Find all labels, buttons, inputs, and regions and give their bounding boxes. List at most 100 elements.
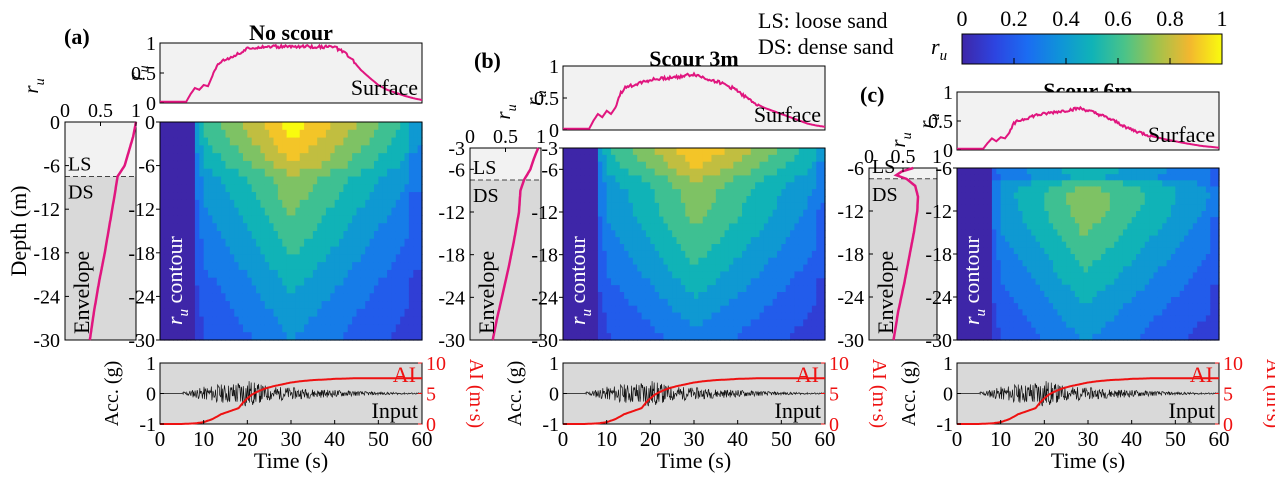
ru-contour-cell: [737, 285, 743, 293]
ru-contour-cell: [965, 321, 971, 329]
ru-contour-cell: [1114, 333, 1120, 341]
ru-contour-cell: [571, 230, 577, 238]
acc-tick-label: 1: [549, 353, 559, 375]
ru-contour-cell: [811, 237, 817, 245]
ru-contour-cell: [203, 215, 209, 224]
ru-contour-cell: [321, 192, 327, 201]
ru-contour-cell: [1131, 174, 1137, 181]
ru-contour-cell: [970, 223, 976, 231]
ru-contour-cell: [291, 145, 296, 154]
ru-contour-cell: [1031, 284, 1037, 292]
ru-contour-cell: [676, 326, 682, 334]
ru-contour-cell: [1013, 297, 1019, 304]
ru-contour-cell: [624, 319, 630, 327]
ru-contour-cell: [606, 285, 612, 293]
ru-contour-cell: [325, 145, 331, 154]
ru-contour-cell: [1162, 241, 1168, 249]
ru-contour-cell: [654, 264, 660, 273]
ru-contour-cell: [1000, 321, 1006, 329]
ru-contour-cell: [974, 168, 980, 175]
ru-contour-cell: [1083, 315, 1089, 323]
ru-contour-cell: [707, 264, 713, 273]
ru-contour-cell: [711, 182, 717, 190]
ru-contour-cell: [356, 129, 362, 139]
ru-contour-cell: [190, 153, 196, 162]
ru-contour-cell: [1035, 284, 1041, 292]
ru-contour-cell: [225, 308, 231, 318]
ru-contour-cell: [624, 216, 630, 225]
ru-contour-cell: [203, 168, 209, 178]
ru-contour-cell: [347, 238, 353, 248]
ru-contour-cell: [974, 272, 980, 280]
ru-contour-cell: [343, 308, 349, 318]
ru-contour-cell: [974, 204, 980, 212]
ru-contour-cell: [1114, 235, 1120, 243]
ru-contour-cell: [221, 223, 227, 232]
ru-contour-cell: [256, 293, 262, 302]
ru-contour-cell: [965, 229, 971, 237]
ru-contour-cell: [1066, 272, 1072, 280]
ru-contour-cell: [702, 216, 708, 225]
ru-contour-cell: [417, 192, 423, 201]
ru-contour-cell: [728, 154, 734, 163]
acc-tick-label: -1: [139, 414, 156, 436]
ru-contour-cell: [1013, 303, 1019, 310]
ru-contour-cell: [1170, 297, 1176, 304]
ru-contour-cell: [260, 308, 266, 318]
ru-contour-cell: [698, 148, 704, 156]
ru-contour-cell: [242, 215, 248, 224]
ru-contour-cell: [1026, 198, 1032, 206]
ru-contour-cell: [352, 316, 358, 326]
ru-contour-cell: [667, 278, 673, 286]
ru-contour-cell: [1066, 204, 1072, 212]
ru-contour-cell: [234, 293, 240, 302]
ru-contour-cell: [164, 254, 170, 263]
ru-contour-cell: [1031, 278, 1037, 286]
ru-contour-cell: [177, 176, 183, 185]
ru-contour-cell: [339, 184, 344, 193]
ru-contour-cell: [645, 230, 651, 238]
ru-contour-cell: [173, 324, 179, 333]
ru-contour-cell: [194, 168, 200, 178]
ru-contour-cell: [369, 301, 375, 310]
ru-contour-cell: [1018, 235, 1024, 243]
ru-contour-cell: [1083, 180, 1089, 188]
ru-contour-cell: [277, 324, 283, 333]
ru-contour-cell: [702, 196, 708, 204]
ru-contour-cell: [983, 168, 989, 175]
ru-contour-cell: [772, 196, 778, 204]
ru-contour-cell: [641, 292, 647, 300]
ru-contour-cell: [164, 246, 170, 255]
ru-contour-cell: [728, 168, 734, 177]
ru-contour-cell: [624, 182, 630, 190]
ru-contour-cell: [1118, 241, 1124, 249]
ru-contour-cell: [1009, 284, 1015, 292]
ru-contour-cell: [273, 160, 279, 170]
colorbar-label-r: r: [931, 34, 940, 59]
ru-contour-cell: [199, 269, 205, 279]
ru-contour-cell: [1109, 174, 1115, 181]
ru-contour-cell: [728, 271, 734, 279]
ru-contour-cell: [1039, 174, 1045, 181]
ru-contour-cell: [803, 326, 809, 334]
ru-contour-cell: [970, 284, 976, 292]
ru-contour-cell: [391, 231, 397, 240]
ru-contour-cell: [260, 293, 266, 302]
ru-contour-cell: [277, 269, 283, 279]
ru-contour-cell: [1105, 315, 1111, 323]
ru-contour-cell: [1031, 309, 1037, 317]
ru-contour-cell: [816, 148, 822, 156]
ru-contour-cell: [1057, 254, 1063, 261]
ru-contour-cell: [580, 333, 586, 341]
ru-contour-cell: [781, 271, 787, 279]
contour-depth-tick-label: -18: [531, 245, 558, 267]
ru-contour-cell: [299, 246, 305, 255]
ru-contour-cell: [811, 182, 817, 190]
ru-contour-cell: [312, 160, 318, 170]
ru-contour-cell: [790, 298, 796, 307]
ru-contour-cell: [820, 237, 826, 245]
ru-contour-cell: [378, 301, 384, 310]
ru-contour-cell: [1053, 290, 1059, 298]
ru-contour-cell: [1061, 229, 1067, 237]
ru-contour-cell: [264, 129, 270, 139]
